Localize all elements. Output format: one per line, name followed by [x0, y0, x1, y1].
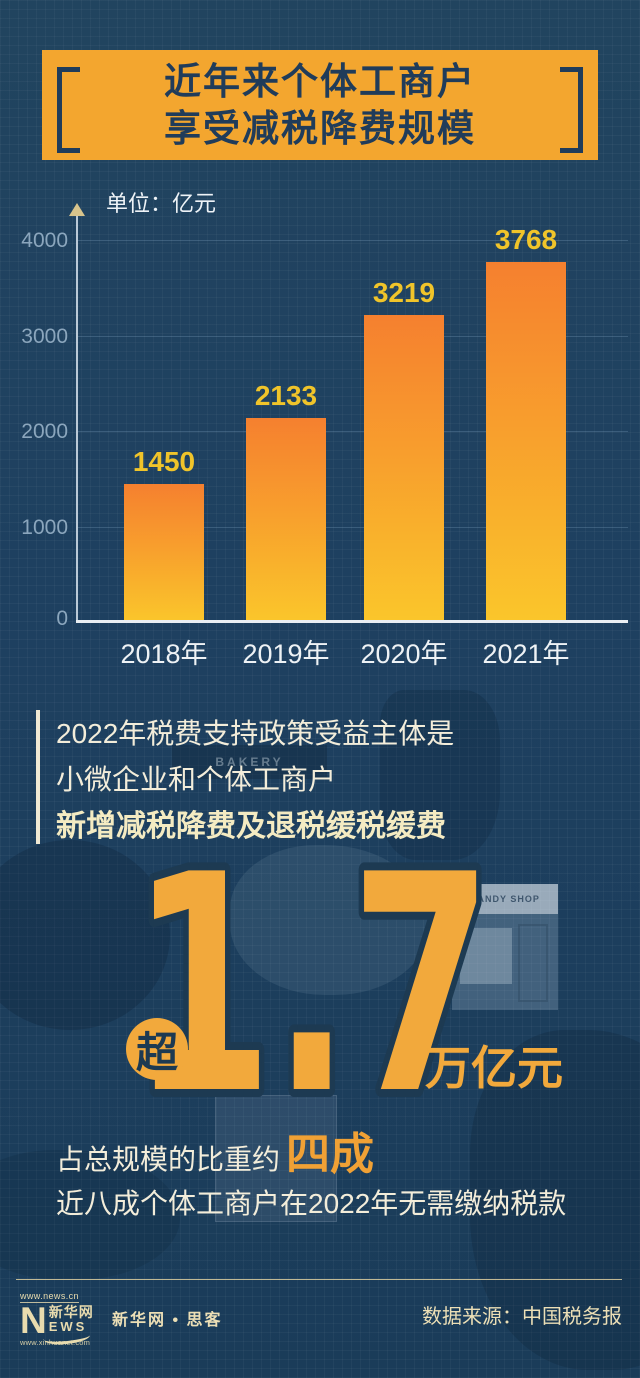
highlight-line3: 新增减税降费及退税缓税缓费 — [56, 810, 446, 843]
background-bakery-watermark: BAKERY — [172, 745, 327, 779]
y-tick-4000: 4000 — [21, 229, 68, 252]
logo-letters-ews: EWS — [48, 1319, 88, 1335]
gridline-3000 — [78, 336, 628, 337]
bar-value-2018: 1450 — [132, 446, 196, 477]
logo-url-top: www.news.cn — [20, 1291, 79, 1303]
big-number-text: 1.7 — [131, 830, 492, 1150]
y-axis-arrow-icon — [69, 203, 85, 216]
share-line: 占总规模的比重约 四成 — [56, 1118, 374, 1182]
logo-xinhuanet-cn: 新华网 — [48, 1304, 94, 1320]
background-blob — [0, 840, 170, 1030]
highlight-line2: 小微企业和个体工商户 — [56, 764, 337, 795]
background-blob — [380, 690, 500, 860]
bar-group-2019: 2133 — [246, 380, 326, 622]
bar-group-2018: 1450 — [124, 446, 204, 622]
background-blob — [470, 1030, 640, 1370]
x-axis-line — [76, 620, 628, 623]
x-label-2018: 2018年 — [120, 639, 208, 669]
bar-value-2020: 3219 — [372, 277, 436, 308]
x-label-2020: 2020年 — [360, 639, 448, 669]
candy-shop-sign: CANDY SHOP — [452, 884, 558, 914]
footer-brand: 新华网 • 思客 — [112, 1312, 223, 1329]
bar-2020 — [364, 315, 444, 622]
logo-letter-n: N — [20, 1300, 47, 1341]
poster-title-line1: 近年来个体工商户 — [164, 61, 476, 102]
chao-badge: 超 — [126, 1018, 188, 1080]
share-value: 四成 — [286, 1130, 375, 1179]
bar-value-2019: 2133 — [254, 380, 318, 411]
y-axis-line — [76, 216, 78, 622]
y-tick-1000: 1000 — [21, 516, 68, 539]
xinhuanet-logo: www.news.cn N 新华网 EWS www.xinhuanet.com — [20, 1286, 94, 1347]
logo-url-bottom: www.xinhuanet.com — [20, 1338, 91, 1348]
right-bracket-icon — [560, 67, 583, 153]
logo-row: N 新华网 EWS — [20, 1300, 94, 1347]
gridline-4000 — [78, 240, 628, 241]
highlight-line1: 2022年税费支持政策受益主体是 — [56, 718, 455, 749]
candy-shop-window — [460, 928, 512, 984]
bar-value-2021: 3768 — [494, 224, 558, 255]
bar-2018 — [124, 484, 204, 622]
share-prefix: 占总规模的比重约 — [56, 1144, 281, 1175]
gridline-2000 — [78, 431, 628, 432]
footer-divider — [16, 1279, 622, 1280]
data-source: 数据来源：中国税务报 — [422, 1306, 622, 1328]
y-tick-2000: 2000 — [21, 420, 68, 443]
background-shop-shelf — [215, 1095, 337, 1222]
poster-title-line2: 享受减税降费规模 — [164, 108, 476, 149]
gridline-1000 — [78, 527, 628, 528]
title-banner: 近年来个体工商户 享受减税降费规模 — [42, 50, 598, 160]
candy-shop-door — [518, 924, 548, 1002]
big-number-unit: 万亿元 — [425, 1042, 563, 1094]
x-label-2019: 2019年 — [242, 639, 330, 669]
note-line: 近八成个体工商户在2022年无需缴纳税款 — [56, 1188, 567, 1219]
left-bracket-icon — [57, 67, 80, 153]
y-tick-3000: 3000 — [21, 325, 68, 348]
x-label-2021: 2021年 — [482, 639, 570, 669]
bar-2019 — [246, 418, 326, 622]
background-blob — [230, 845, 430, 995]
background-candy-shop-watermark: CANDY SHOP — [452, 884, 558, 1010]
bar-group-2020: 3219 — [364, 277, 444, 622]
chart-unit-label: 单位：亿元 — [106, 191, 217, 216]
background-blob — [0, 1150, 180, 1280]
bar-group-2021: 3768 — [486, 224, 566, 622]
accent-bar — [36, 710, 40, 844]
big-number-graphic: 1.7 — [124, 830, 499, 1150]
y-tick-0: 0 — [56, 607, 68, 630]
bar-2021 — [486, 262, 566, 622]
